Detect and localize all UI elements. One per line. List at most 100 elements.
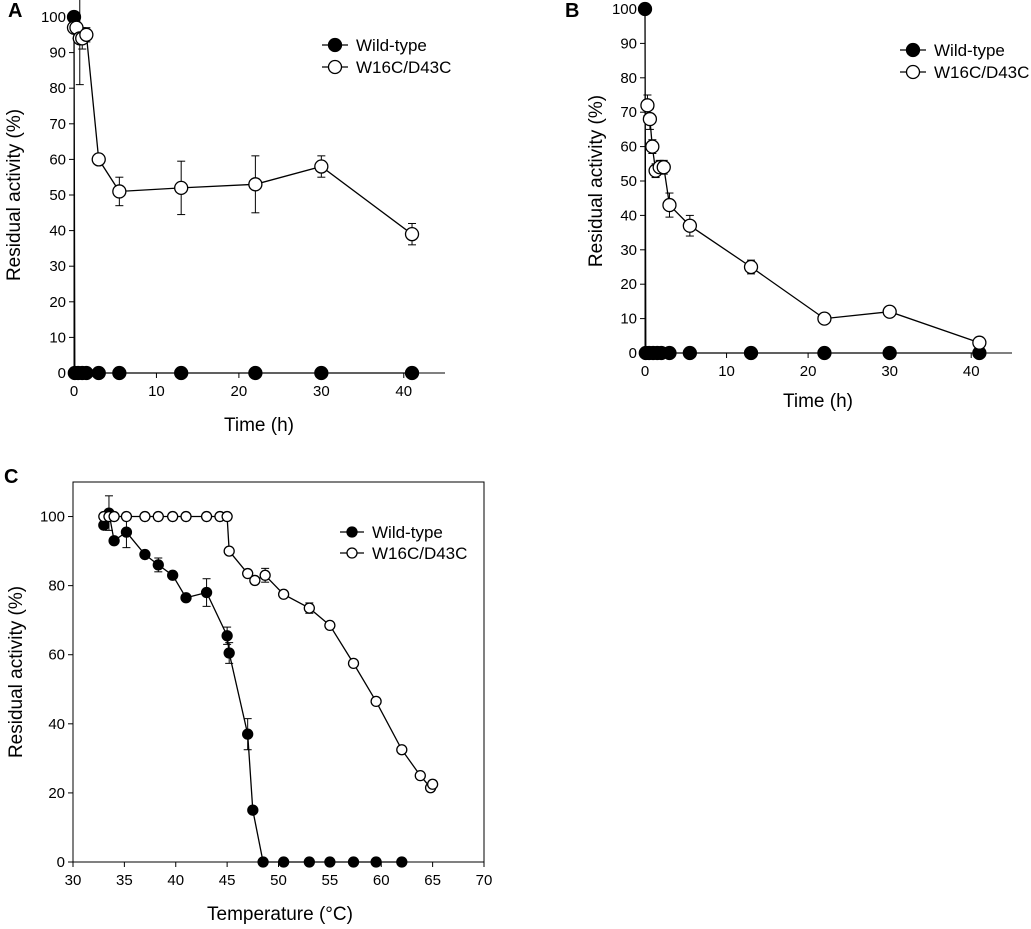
data-point-w16c-d43c: [882, 304, 897, 319]
x-tick-label: 10: [148, 383, 165, 400]
data-point-w16c-d43c: [656, 160, 671, 175]
data-point-w16c-d43c: [139, 510, 151, 523]
data-point-wild-type: [174, 365, 189, 381]
data-point-w16c-d43c: [972, 335, 987, 350]
data-point-w16c-d43c: [242, 567, 254, 580]
y-axis-title: Residual activity (%): [6, 586, 27, 758]
y-tick-label: 90: [49, 45, 66, 62]
data-point-w16c-d43c: [200, 510, 213, 523]
data-point-w16c-d43c: [314, 159, 329, 174]
y-tick-label: 10: [49, 329, 66, 346]
data-point-w16c-d43c: [645, 139, 660, 154]
data-point-wild-type: [277, 856, 290, 868]
panel-letter: C: [4, 466, 18, 488]
data-point-wild-type: [167, 569, 179, 581]
data-point-w16c-d43c: [277, 588, 290, 600]
data-point-w16c-d43c: [370, 695, 382, 708]
y-tick-label: 100: [612, 1, 637, 18]
y-axis-title: Residual activity (%): [4, 109, 25, 281]
data-point-wild-type: [221, 630, 233, 642]
y-axis-title: Residual activity (%): [586, 95, 607, 267]
x-tick-label: 35: [116, 872, 133, 889]
data-point-w16c-d43c: [682, 218, 698, 233]
x-tick-label: 0: [641, 363, 649, 380]
legend-label-w16c-d43c: W16C/D43C: [934, 63, 1029, 82]
y-tick-label: 20: [49, 294, 66, 311]
x-tick-label: 40: [167, 872, 184, 889]
data-point-wild-type: [200, 586, 213, 599]
y-tick-label: 40: [49, 223, 66, 240]
data-point-wild-type: [404, 365, 420, 381]
x-axis-title: Temperature (°C): [207, 904, 353, 925]
data-point-wild-type: [637, 1, 653, 17]
data-point-wild-type: [817, 345, 832, 361]
data-point-wild-type: [324, 856, 336, 868]
series-line-w16c-d43c: [646, 105, 980, 344]
data-point-w16c-d43c: [112, 184, 127, 199]
x-tick-label: 20: [800, 363, 817, 380]
y-tick-label: 0: [629, 345, 637, 362]
x-tick-label: 45: [219, 872, 236, 889]
x-tick-label: 65: [424, 872, 441, 889]
y-tick-label: 90: [620, 35, 637, 52]
data-point-wild-type: [152, 559, 164, 571]
data-point-wild-type: [743, 345, 759, 361]
y-tick-label: 40: [48, 716, 65, 733]
y-tick-label: 60: [620, 139, 637, 156]
data-point-wild-type: [248, 365, 263, 381]
legend-marker-w16c-d43c: [327, 59, 343, 75]
y-tick-label: 100: [40, 509, 65, 526]
y-tick-label: 70: [620, 104, 637, 121]
x-tick-label: 30: [65, 872, 82, 889]
x-tick-label: 30: [313, 383, 330, 400]
data-point-w16c-d43c: [167, 510, 179, 523]
data-point-w16c-d43c: [396, 744, 408, 756]
panel-c: C 0 20 40 60 80 100 30 35 40 45 50 55 60 65 70 Residual …: [4, 466, 492, 925]
data-point-wild-type: [180, 592, 192, 604]
data-point-wild-type: [108, 535, 120, 547]
legend-label-w16c-d43c: W16C/D43C: [356, 58, 451, 77]
y-tick-label: 100: [41, 9, 66, 26]
legend-marker-wild-type: [905, 42, 921, 58]
data-point-wild-type: [120, 526, 133, 538]
x-axis-title: Time (h): [783, 391, 853, 412]
legend-marker-w16c-d43c: [346, 547, 358, 559]
data-point-w16c-d43c: [91, 152, 106, 167]
y-tick-label: 30: [620, 242, 637, 259]
x-tick-label: 40: [963, 363, 980, 380]
data-point-wild-type: [396, 856, 408, 868]
legend-marker-wild-type: [327, 37, 343, 53]
data-point-wild-type: [112, 365, 127, 381]
y-tick-label: 80: [49, 80, 66, 97]
legend-label-wild-type: Wild-type: [356, 36, 427, 55]
data-point-w16c-d43c: [120, 510, 133, 523]
data-point-w16c-d43c: [303, 602, 315, 614]
data-point-wild-type: [247, 804, 259, 816]
data-point-w16c-d43c: [640, 98, 655, 113]
y-tick-label: 0: [58, 365, 66, 382]
data-point-w16c-d43c: [817, 311, 832, 326]
data-point-wild-type: [303, 856, 315, 868]
y-tick-label: 60: [48, 647, 65, 664]
data-point-wild-type: [370, 856, 382, 868]
data-point-wild-type: [314, 365, 329, 381]
legend-marker-wild-type: [346, 526, 358, 538]
series-line-wild-type: [644, 8, 980, 354]
data-point-w16c-d43c: [414, 769, 426, 782]
x-tick-label: 30: [881, 363, 898, 380]
data-point-wild-type: [242, 728, 254, 740]
data-point-w16c-d43c: [174, 180, 189, 196]
data-point-wild-type: [682, 345, 698, 361]
panel-a: A 0 10 20 30 40 50 60 70 80 90 100 0 10 20 30 40 Residual…: [4, 0, 451, 436]
data-point-w16c-d43c: [79, 27, 94, 42]
y-tick-label: 50: [49, 187, 66, 204]
x-tick-label: 40: [395, 383, 412, 400]
data-point-w16c-d43c: [152, 510, 164, 523]
y-tick-label: 30: [49, 258, 66, 275]
data-point-w16c-d43c: [108, 510, 120, 523]
data-point-w16c-d43c: [662, 197, 677, 213]
legend-label-wild-type: Wild-type: [934, 41, 1005, 60]
y-tick-label: 80: [48, 578, 65, 595]
x-axis-title: Time (h): [224, 415, 294, 436]
